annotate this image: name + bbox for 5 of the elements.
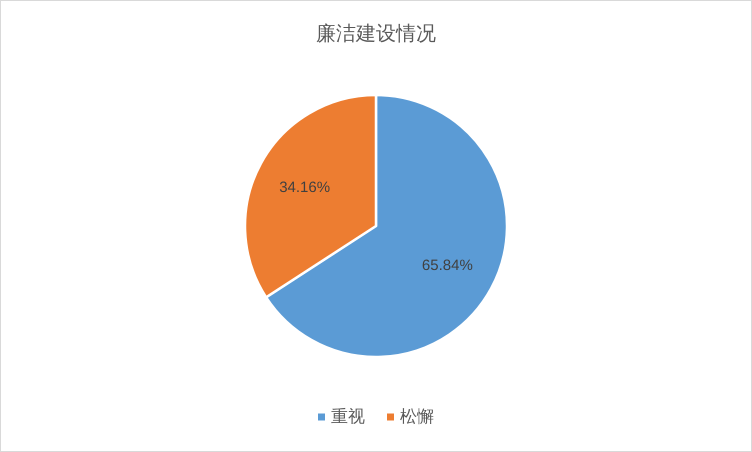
- data-label: 34.16%: [279, 179, 330, 196]
- chart-title: 廉洁建设情况: [316, 23, 436, 45]
- data-label: 65.84%: [422, 256, 473, 274]
- legend-label: 重视: [331, 407, 365, 426]
- legend-label: 松懈: [400, 407, 434, 426]
